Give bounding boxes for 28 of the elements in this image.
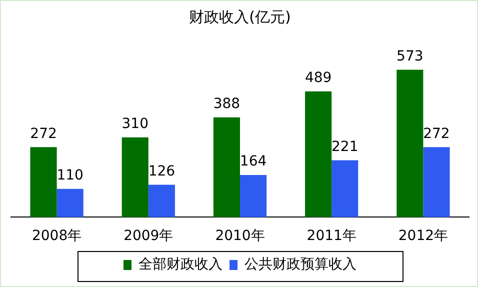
data-label: 272 <box>423 126 450 142</box>
bar <box>213 117 240 218</box>
bar <box>396 70 424 218</box>
x-tick-label: 2012年 <box>398 228 448 244</box>
bar <box>240 174 267 218</box>
x-tick-label: 2010年 <box>215 228 265 244</box>
data-label: 388 <box>213 96 240 112</box>
data-label: 221 <box>332 138 358 155</box>
data-label: 272 <box>30 126 57 142</box>
data-label: 489 <box>304 70 332 86</box>
data-label: 126 <box>148 163 176 180</box>
bar <box>56 188 84 218</box>
bar <box>332 160 358 218</box>
data-label: 110 <box>56 168 84 184</box>
chart-title: 财政收入(亿元) <box>189 8 291 26</box>
x-tick-label: 2008年 <box>32 228 82 244</box>
x-tick-label: 2009年 <box>124 228 174 244</box>
data-label: 164 <box>240 154 267 170</box>
data-label: 573 <box>396 48 424 64</box>
bar <box>305 91 332 218</box>
bar <box>148 184 175 218</box>
x-tick-label: 2011年 <box>306 228 356 244</box>
legend-label: 公共财政预算收入 <box>244 256 356 273</box>
bar <box>122 137 148 218</box>
bar <box>30 147 57 218</box>
bar <box>423 147 450 218</box>
legend-label: 全部财政收入 <box>138 256 222 273</box>
data-label: 310 <box>122 116 148 132</box>
